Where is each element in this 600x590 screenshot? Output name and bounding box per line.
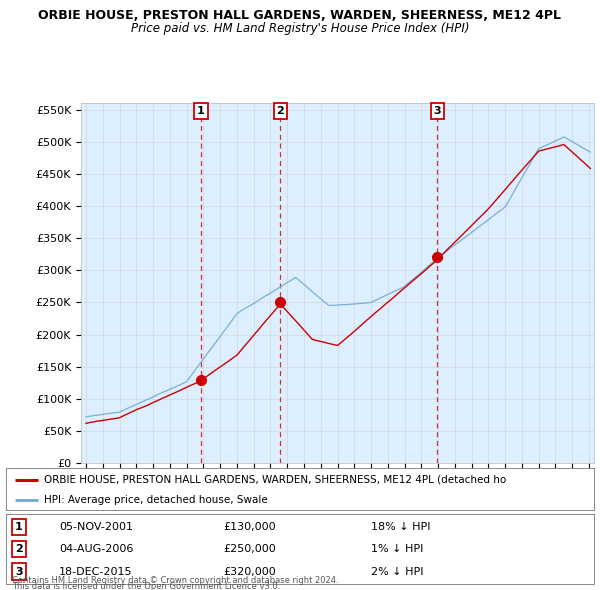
Text: £320,000: £320,000 <box>224 566 277 576</box>
Text: 1: 1 <box>197 106 205 116</box>
Text: ORBIE HOUSE, PRESTON HALL GARDENS, WARDEN, SHEERNESS, ME12 4PL (detached ho: ORBIE HOUSE, PRESTON HALL GARDENS, WARDE… <box>44 475 506 485</box>
Text: 2: 2 <box>15 545 23 554</box>
Text: 2: 2 <box>277 106 284 116</box>
Text: 05-NOV-2001: 05-NOV-2001 <box>59 522 133 532</box>
Text: Contains HM Land Registry data © Crown copyright and database right 2024.: Contains HM Land Registry data © Crown c… <box>12 576 338 585</box>
Text: This data is licensed under the Open Government Licence v3.0.: This data is licensed under the Open Gov… <box>12 582 280 590</box>
Text: 1% ↓ HPI: 1% ↓ HPI <box>371 545 423 554</box>
Text: 04-AUG-2006: 04-AUG-2006 <box>59 545 133 554</box>
Text: 3: 3 <box>434 106 441 116</box>
Text: HPI: Average price, detached house, Swale: HPI: Average price, detached house, Swal… <box>44 495 268 504</box>
Text: £250,000: £250,000 <box>224 545 277 554</box>
Text: £130,000: £130,000 <box>224 522 276 532</box>
Text: 2% ↓ HPI: 2% ↓ HPI <box>371 566 423 576</box>
Text: 18-DEC-2015: 18-DEC-2015 <box>59 566 133 576</box>
Text: ORBIE HOUSE, PRESTON HALL GARDENS, WARDEN, SHEERNESS, ME12 4PL: ORBIE HOUSE, PRESTON HALL GARDENS, WARDE… <box>38 9 562 22</box>
Text: 1: 1 <box>15 522 23 532</box>
Text: 3: 3 <box>15 566 23 576</box>
Text: Price paid vs. HM Land Registry's House Price Index (HPI): Price paid vs. HM Land Registry's House … <box>131 22 469 35</box>
Text: 18% ↓ HPI: 18% ↓ HPI <box>371 522 430 532</box>
